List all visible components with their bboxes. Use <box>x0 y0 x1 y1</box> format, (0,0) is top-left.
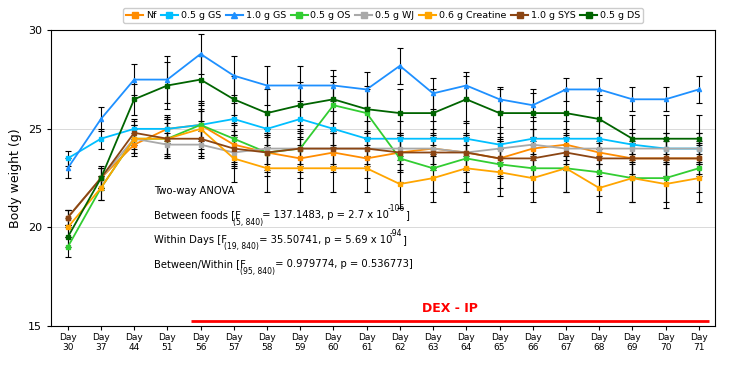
Text: Within Days [F: Within Days [F <box>154 235 227 245</box>
Text: -106: -106 <box>388 204 405 213</box>
Text: Two-way ANOVA: Two-way ANOVA <box>154 186 234 196</box>
Text: DEX - IP: DEX - IP <box>422 302 477 315</box>
Text: Between foods [F: Between foods [F <box>154 210 241 221</box>
Text: (95, 840): (95, 840) <box>240 267 275 276</box>
Text: ]: ] <box>402 235 407 245</box>
Text: = 0.979774, p = 0.536773]: = 0.979774, p = 0.536773] <box>272 260 412 269</box>
Text: = 137.1483, p = 2.7 x 10: = 137.1483, p = 2.7 x 10 <box>259 210 389 221</box>
Text: ]: ] <box>405 210 409 221</box>
Legend: Nf, 0.5 g GS, 1.0 g GS, 0.5 g OS, 0.5 g WJ, 0.6 g Creatine, 1.0 g SYS, 0.5 g DS: Nf, 0.5 g GS, 1.0 g GS, 0.5 g OS, 0.5 g … <box>123 8 643 23</box>
Y-axis label: Body weight (g): Body weight (g) <box>9 128 23 228</box>
Text: -94: -94 <box>390 229 402 238</box>
Text: (5, 840): (5, 840) <box>233 218 264 227</box>
Text: = 35.50741, p = 5.69 x 10: = 35.50741, p = 5.69 x 10 <box>255 235 392 245</box>
Text: Between/Within [F: Between/Within [F <box>154 260 246 269</box>
Text: (19, 840): (19, 840) <box>225 243 259 251</box>
